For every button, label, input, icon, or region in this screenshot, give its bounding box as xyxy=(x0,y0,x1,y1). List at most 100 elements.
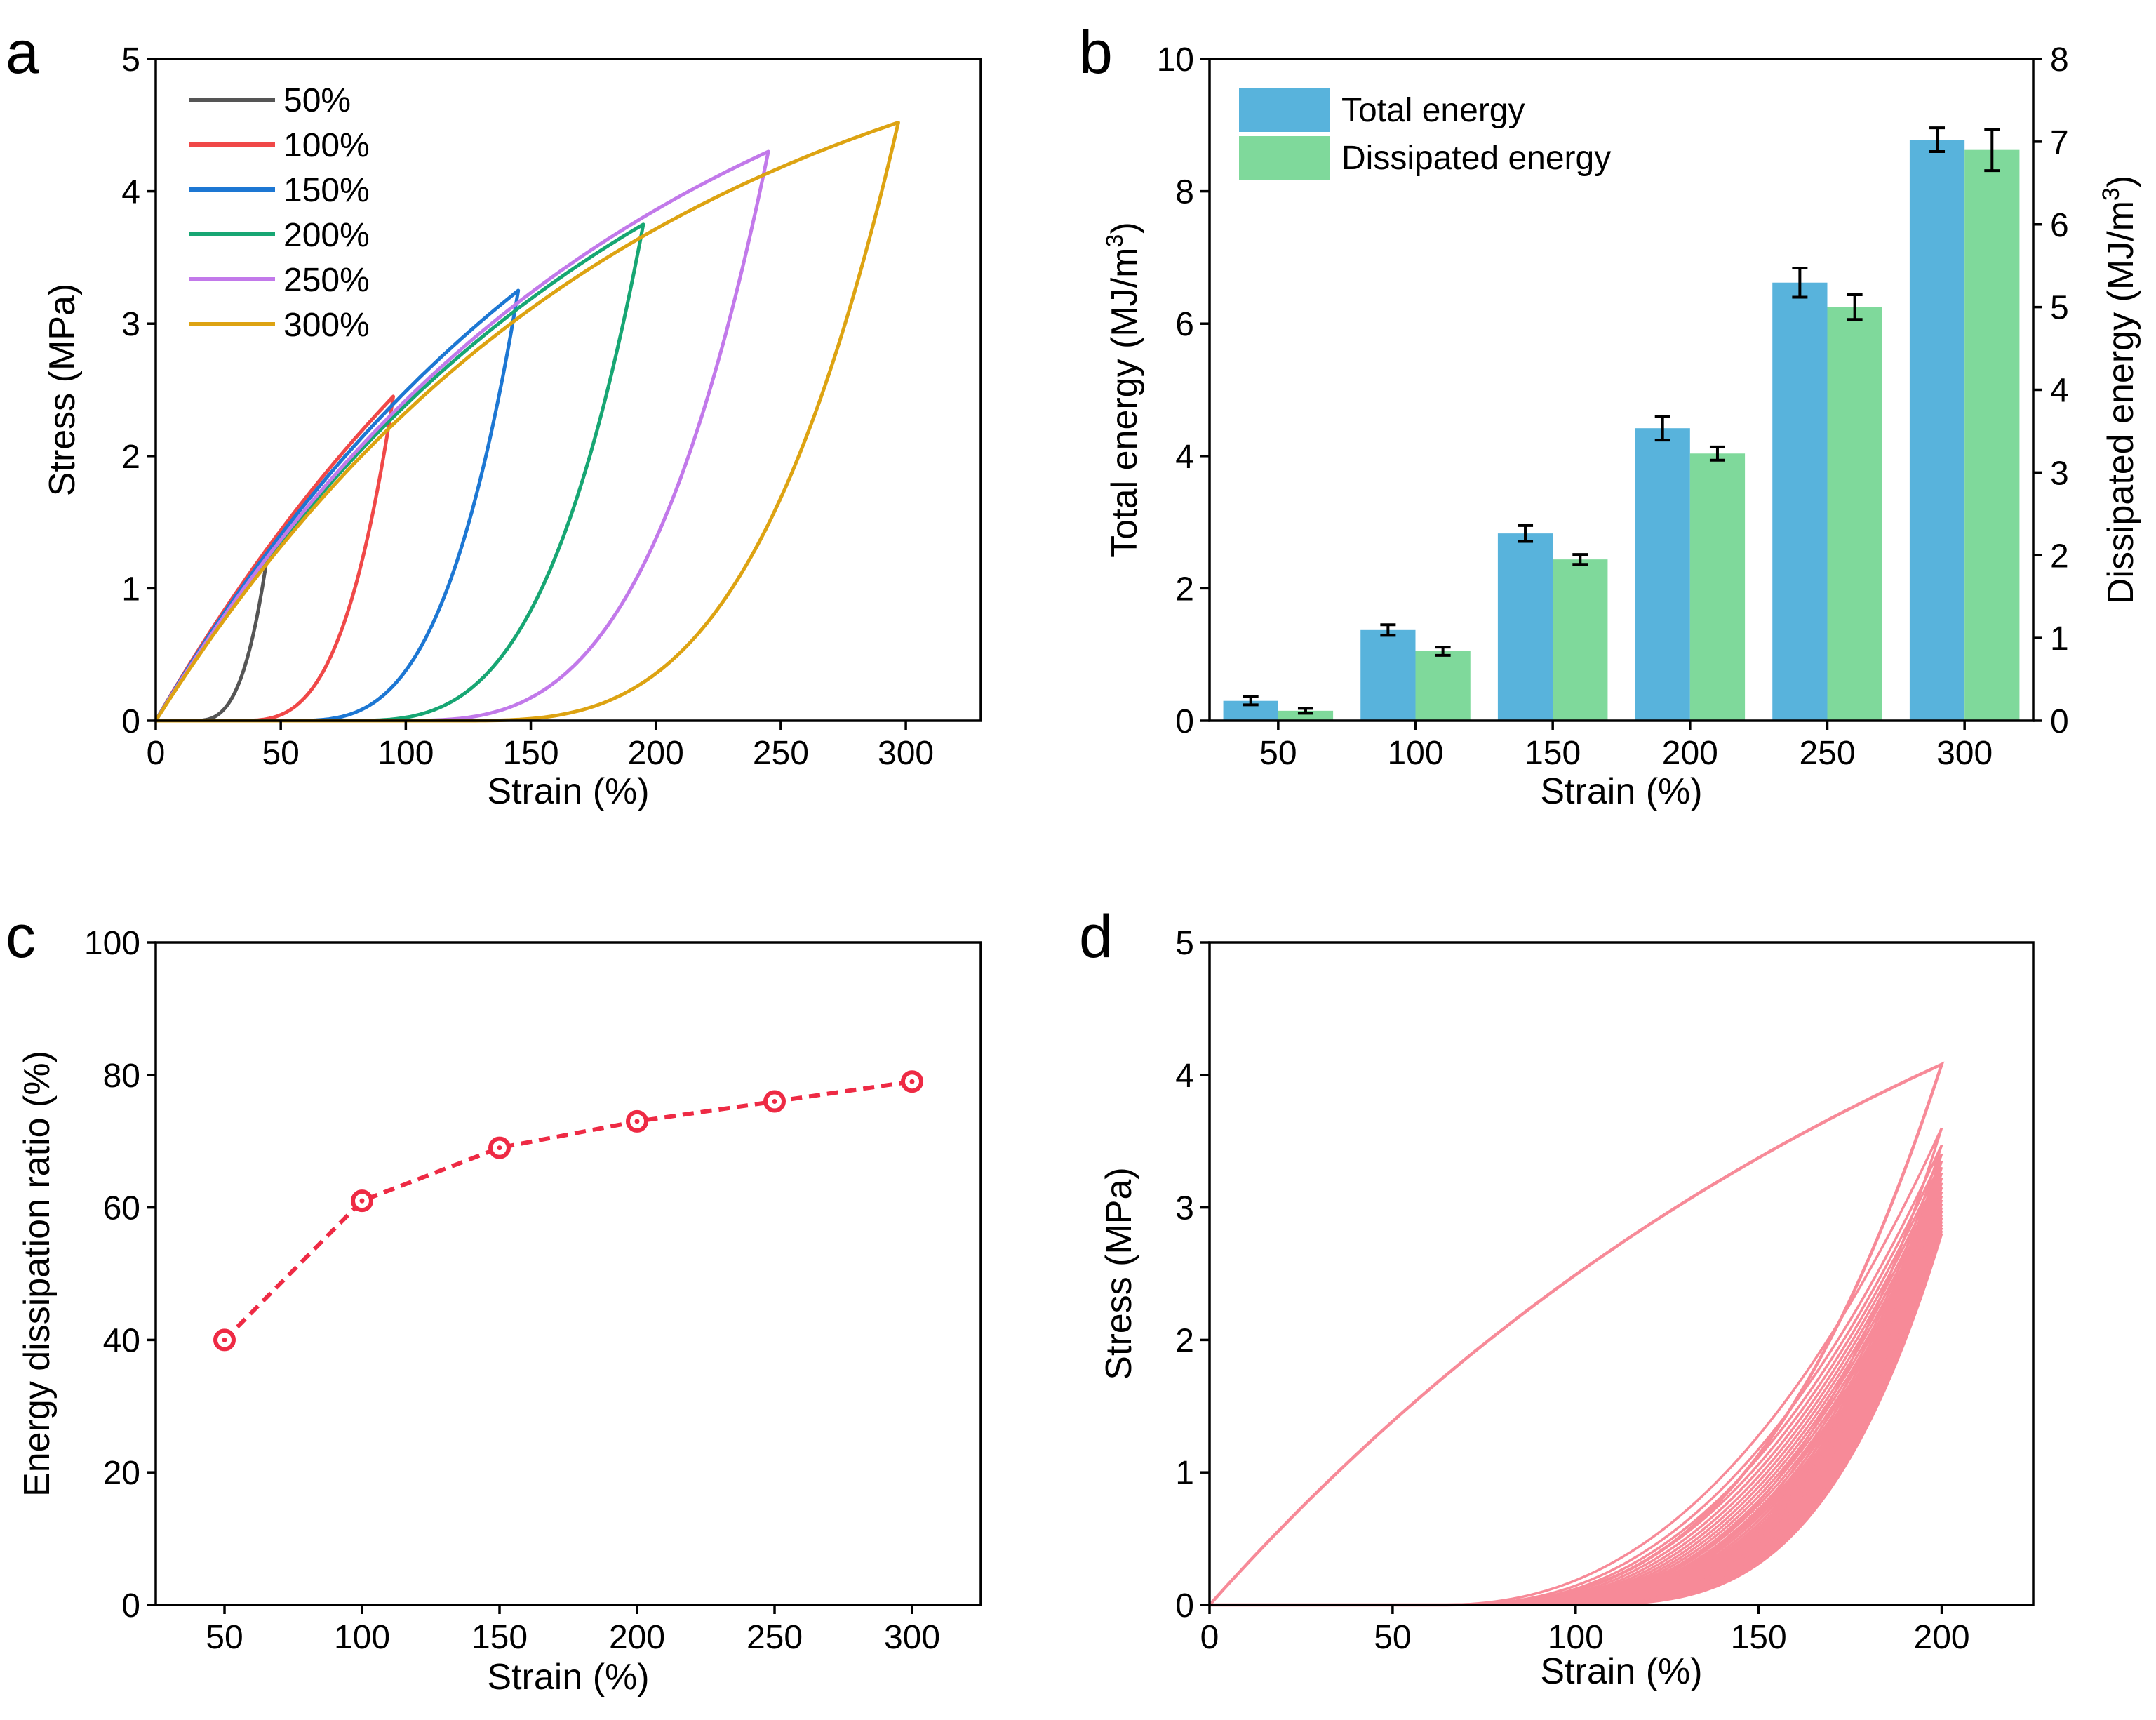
series-line-200 xyxy=(154,222,645,723)
series-line-100 xyxy=(154,394,395,723)
b-ytick-label: 8 xyxy=(1175,174,1194,211)
d-ytick-label: 4 xyxy=(1175,1058,1194,1095)
c-xtick-label: 150 xyxy=(471,1619,528,1656)
data-point-center xyxy=(772,1099,777,1105)
bar-dissipated-250 xyxy=(1827,307,1882,721)
a-ytick-label: 1 xyxy=(121,571,140,608)
bar-total-300 xyxy=(1909,140,1965,721)
b-y2tick-label: 2 xyxy=(2050,538,2069,575)
x-axis-title: Strain (%) xyxy=(1540,1651,1702,1692)
c-ytick-label: 80 xyxy=(103,1058,140,1095)
b-y2tick-label: 8 xyxy=(2050,41,2069,79)
panel-b: b50 100 150 200 250 3000246810012345678Strain… xyxy=(1079,19,2141,812)
panel-d: d 0 50 100 150 200 0 1 2 3 4 5 Strain (%) Stress (MPa… xyxy=(1079,903,2035,1692)
c-xtick-label: 300 xyxy=(884,1619,940,1656)
bar-dissipated-50 xyxy=(1278,710,1334,721)
d-ytick-label: 2 xyxy=(1175,1322,1194,1359)
bar-dissipated-300 xyxy=(1964,149,2020,721)
c-ytick-label: 60 xyxy=(103,1190,140,1227)
b-xtick-label: 300 xyxy=(1936,735,1993,772)
b-ytick-label: 10 xyxy=(1157,41,1194,79)
a-xtick-label: 300 xyxy=(878,735,934,772)
bar-total-100 xyxy=(1360,629,1416,721)
bar-total-250 xyxy=(1772,282,1828,721)
b-xtick-label: 50 xyxy=(1259,735,1297,772)
b-y2tick-label: 6 xyxy=(2050,207,2069,244)
y2-axis-title: Dissipated energy (MJ/m3) xyxy=(2098,175,2141,604)
d-xtick-label: 150 xyxy=(1731,1619,1787,1656)
a-xtick-label: 250 xyxy=(753,735,809,772)
data-point-center xyxy=(634,1119,640,1124)
legend-label: 50% xyxy=(283,82,351,119)
legend-label: Dissipated energy xyxy=(1341,140,1611,177)
b-y2tick-label: 0 xyxy=(2050,703,2069,740)
legend-label: 200% xyxy=(283,217,370,254)
legend-label: Total energy xyxy=(1341,92,1525,129)
panel-c: c 50 100 150 200 250 300 0 20 40 60 80 100 Strain (%)… xyxy=(6,903,982,1698)
panel-label: d xyxy=(1079,903,1113,971)
d-ytick-label: 5 xyxy=(1175,925,1194,962)
a-ytick-label: 3 xyxy=(121,306,140,343)
a-xtick-label: 200 xyxy=(628,735,684,772)
cycle-line xyxy=(1557,1233,1943,1606)
b-y2tick-label: 7 xyxy=(2050,124,2069,161)
a-xtick-label: 150 xyxy=(502,735,558,772)
b-y2tick-label: 3 xyxy=(2050,455,2069,492)
y-axis-title: Stress (MPa) xyxy=(42,284,83,496)
data-point-center xyxy=(497,1145,502,1151)
series-line-150 xyxy=(154,288,521,723)
c-xtick-label: 250 xyxy=(746,1619,803,1656)
d-ytick-label: 0 xyxy=(1175,1587,1194,1625)
c-xtick-label: 50 xyxy=(206,1619,243,1656)
series-line xyxy=(222,1079,913,1342)
a-ytick-label: 0 xyxy=(121,703,140,740)
series-line-300 xyxy=(154,121,900,723)
plot-frame xyxy=(154,941,982,1606)
b-ytick-label: 0 xyxy=(1175,703,1194,740)
d-ytick-label: 3 xyxy=(1175,1190,1194,1227)
panel-label: b xyxy=(1079,19,1113,86)
legend-label: 250% xyxy=(283,262,370,299)
b-xtick-label: 100 xyxy=(1387,735,1443,772)
b-ytick-label: 4 xyxy=(1175,439,1194,476)
c-ytick-label: 0 xyxy=(121,1587,140,1625)
d-xtick-label: 0 xyxy=(1200,1619,1219,1656)
b-y2tick-label: 4 xyxy=(2050,373,2069,410)
bar-dissipated-100 xyxy=(1415,651,1471,721)
panel-label: c xyxy=(6,903,36,971)
d-xtick-label: 200 xyxy=(1914,1619,1970,1656)
legend-swatch xyxy=(1239,136,1330,180)
c-ytick-label: 20 xyxy=(103,1455,140,1492)
y-axis-title: Energy dissipation ratio (%) xyxy=(17,1051,58,1497)
a-xtick-label: 0 xyxy=(147,735,166,772)
bar-total-200 xyxy=(1635,428,1690,721)
c-ytick-label: 40 xyxy=(103,1322,140,1359)
c-ytick-label: 100 xyxy=(84,925,140,962)
c-xtick-label: 200 xyxy=(609,1619,665,1656)
b-y2tick-label: 1 xyxy=(2050,620,2069,658)
panel-a: a 0 50 100 150 200 250 300 0 1 2 3 4 5 Strain (%) Stres… xyxy=(6,19,982,812)
a-ytick-label: 2 xyxy=(121,439,140,476)
b-y2tick-label: 5 xyxy=(2050,290,2069,327)
d-xtick-label: 100 xyxy=(1548,1619,1604,1656)
c-xtick-label: 100 xyxy=(334,1619,390,1656)
b-xtick-label: 250 xyxy=(1799,735,1855,772)
legend-label: 150% xyxy=(283,172,370,209)
d-ytick-label: 1 xyxy=(1175,1455,1194,1492)
bar-dissipated-150 xyxy=(1553,559,1608,721)
series-line-250 xyxy=(154,149,770,723)
plot-frame xyxy=(154,58,982,722)
y-axis-title: Stress (MPa) xyxy=(1099,1167,1139,1380)
a-ytick-label: 4 xyxy=(121,174,140,211)
a-xtick-label: 100 xyxy=(377,735,434,772)
d-xtick-label: 50 xyxy=(1374,1619,1411,1656)
legend-swatch xyxy=(1239,88,1330,132)
bar-total-150 xyxy=(1497,533,1553,721)
b-ytick-label: 6 xyxy=(1175,306,1194,343)
legend-label: 100% xyxy=(283,127,370,164)
legend-label: 300% xyxy=(283,307,370,344)
y-axis-title: Total energy (MJ/m3) xyxy=(1102,222,1145,557)
b-xtick-label: 150 xyxy=(1525,735,1581,772)
data-point-center xyxy=(909,1079,915,1084)
b-xtick-label: 200 xyxy=(1662,735,1718,772)
